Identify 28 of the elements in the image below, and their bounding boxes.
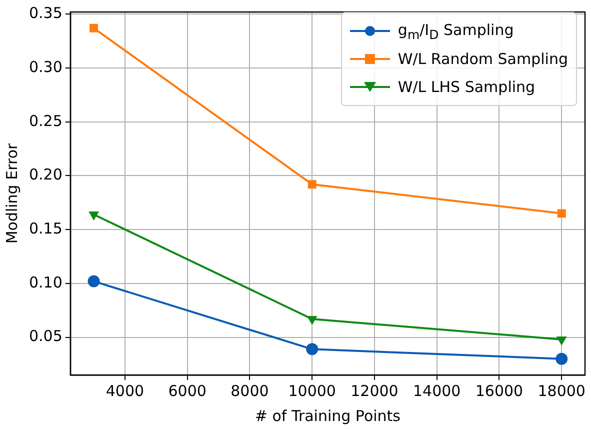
- x-axis-title: # of Training Points: [254, 406, 401, 425]
- legend-label: W/L Random Sampling: [398, 50, 568, 68]
- point: [306, 343, 318, 356]
- point: [308, 180, 316, 189]
- x-tick-label: 4000: [106, 382, 144, 400]
- point: [556, 336, 567, 346]
- x-tick-label: 10000: [288, 382, 336, 400]
- point: [90, 24, 98, 32]
- y-axis-title: Modling Error: [2, 142, 21, 244]
- x-tick-label: 18000: [538, 382, 586, 400]
- y-tick-label: 0.10: [28, 273, 62, 292]
- legend-label: W/L LHS Sampling: [398, 78, 536, 96]
- legend-label: g$_{m}$/I$_{D}$ Sampling: [398, 20, 514, 42]
- y-tick-label: 0.30: [28, 58, 62, 76]
- point: [556, 352, 568, 365]
- y-tick-label: 0.20: [28, 166, 62, 184]
- x-tick-label: 8000: [230, 382, 269, 400]
- x-tick-label: 6000: [168, 382, 206, 400]
- x-tick-label: 12000: [350, 382, 398, 400]
- y-tick-label: 0.25: [28, 112, 62, 130]
- y-tick-label: 0.05: [28, 327, 62, 346]
- y-tick-label: 0.15: [28, 219, 62, 238]
- point: [557, 209, 566, 218]
- y-tick-label: 0.35: [28, 4, 62, 22]
- x-tick-label: 16000: [475, 382, 524, 400]
- point: [306, 316, 318, 325]
- point: [88, 275, 100, 288]
- x-tick-label: 14000: [413, 382, 461, 400]
